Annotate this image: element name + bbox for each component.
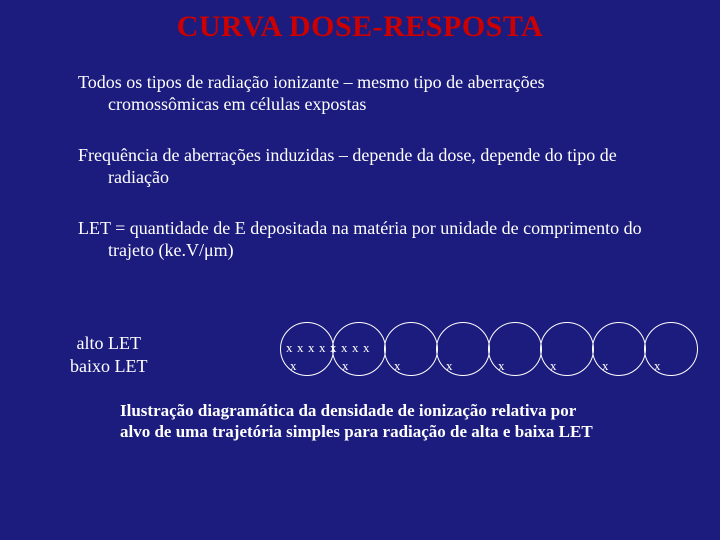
ionization-x-alto: x bbox=[352, 340, 359, 356]
ionization-x-alto: x bbox=[341, 340, 348, 356]
target-circle bbox=[540, 322, 594, 376]
ionization-x-alto: x bbox=[319, 340, 326, 356]
ionization-x-alto: x bbox=[363, 340, 370, 356]
target-circle bbox=[592, 322, 646, 376]
ionization-x-alto: x bbox=[330, 340, 337, 356]
ionization-x-baixo: x bbox=[394, 358, 401, 374]
paragraph-2: Frequência de aberrações induzidas – dep… bbox=[68, 145, 690, 188]
let-labels: alto LET baixo LET bbox=[70, 332, 147, 377]
paragraph-1: Todos os tipos de radiação ionizante – m… bbox=[68, 72, 690, 115]
baixo-let-label: baixo LET bbox=[70, 356, 147, 376]
ionization-x-baixo: x bbox=[654, 358, 661, 374]
ionization-x-baixo: x bbox=[550, 358, 557, 374]
caption-line-2: alvo de uma trajetória simples para radi… bbox=[120, 422, 593, 441]
target-circle bbox=[384, 322, 438, 376]
target-circle bbox=[644, 322, 698, 376]
target-circle bbox=[488, 322, 542, 376]
paragraph-3: LET = quantidade de E depositada na maté… bbox=[68, 218, 690, 261]
ionization-x-baixo: x bbox=[446, 358, 453, 374]
ionization-x-baixo: x bbox=[342, 358, 349, 374]
page-title: CURVA DOSE-RESPOSTA bbox=[0, 0, 720, 44]
ionization-x-baixo: x bbox=[602, 358, 609, 374]
caption-line-1: Ilustração diagramática da densidade de … bbox=[120, 401, 576, 420]
alto-let-label: alto LET bbox=[77, 333, 141, 353]
diagram-caption: Ilustração diagramática da densidade de … bbox=[120, 400, 593, 443]
ionization-x-baixo: x bbox=[498, 358, 505, 374]
ionization-x-alto: x bbox=[308, 340, 315, 356]
ionization-x-alto: x bbox=[297, 340, 304, 356]
ionization-x-baixo: x bbox=[290, 358, 297, 374]
ionization-x-alto: x bbox=[286, 340, 293, 356]
target-circle bbox=[436, 322, 490, 376]
